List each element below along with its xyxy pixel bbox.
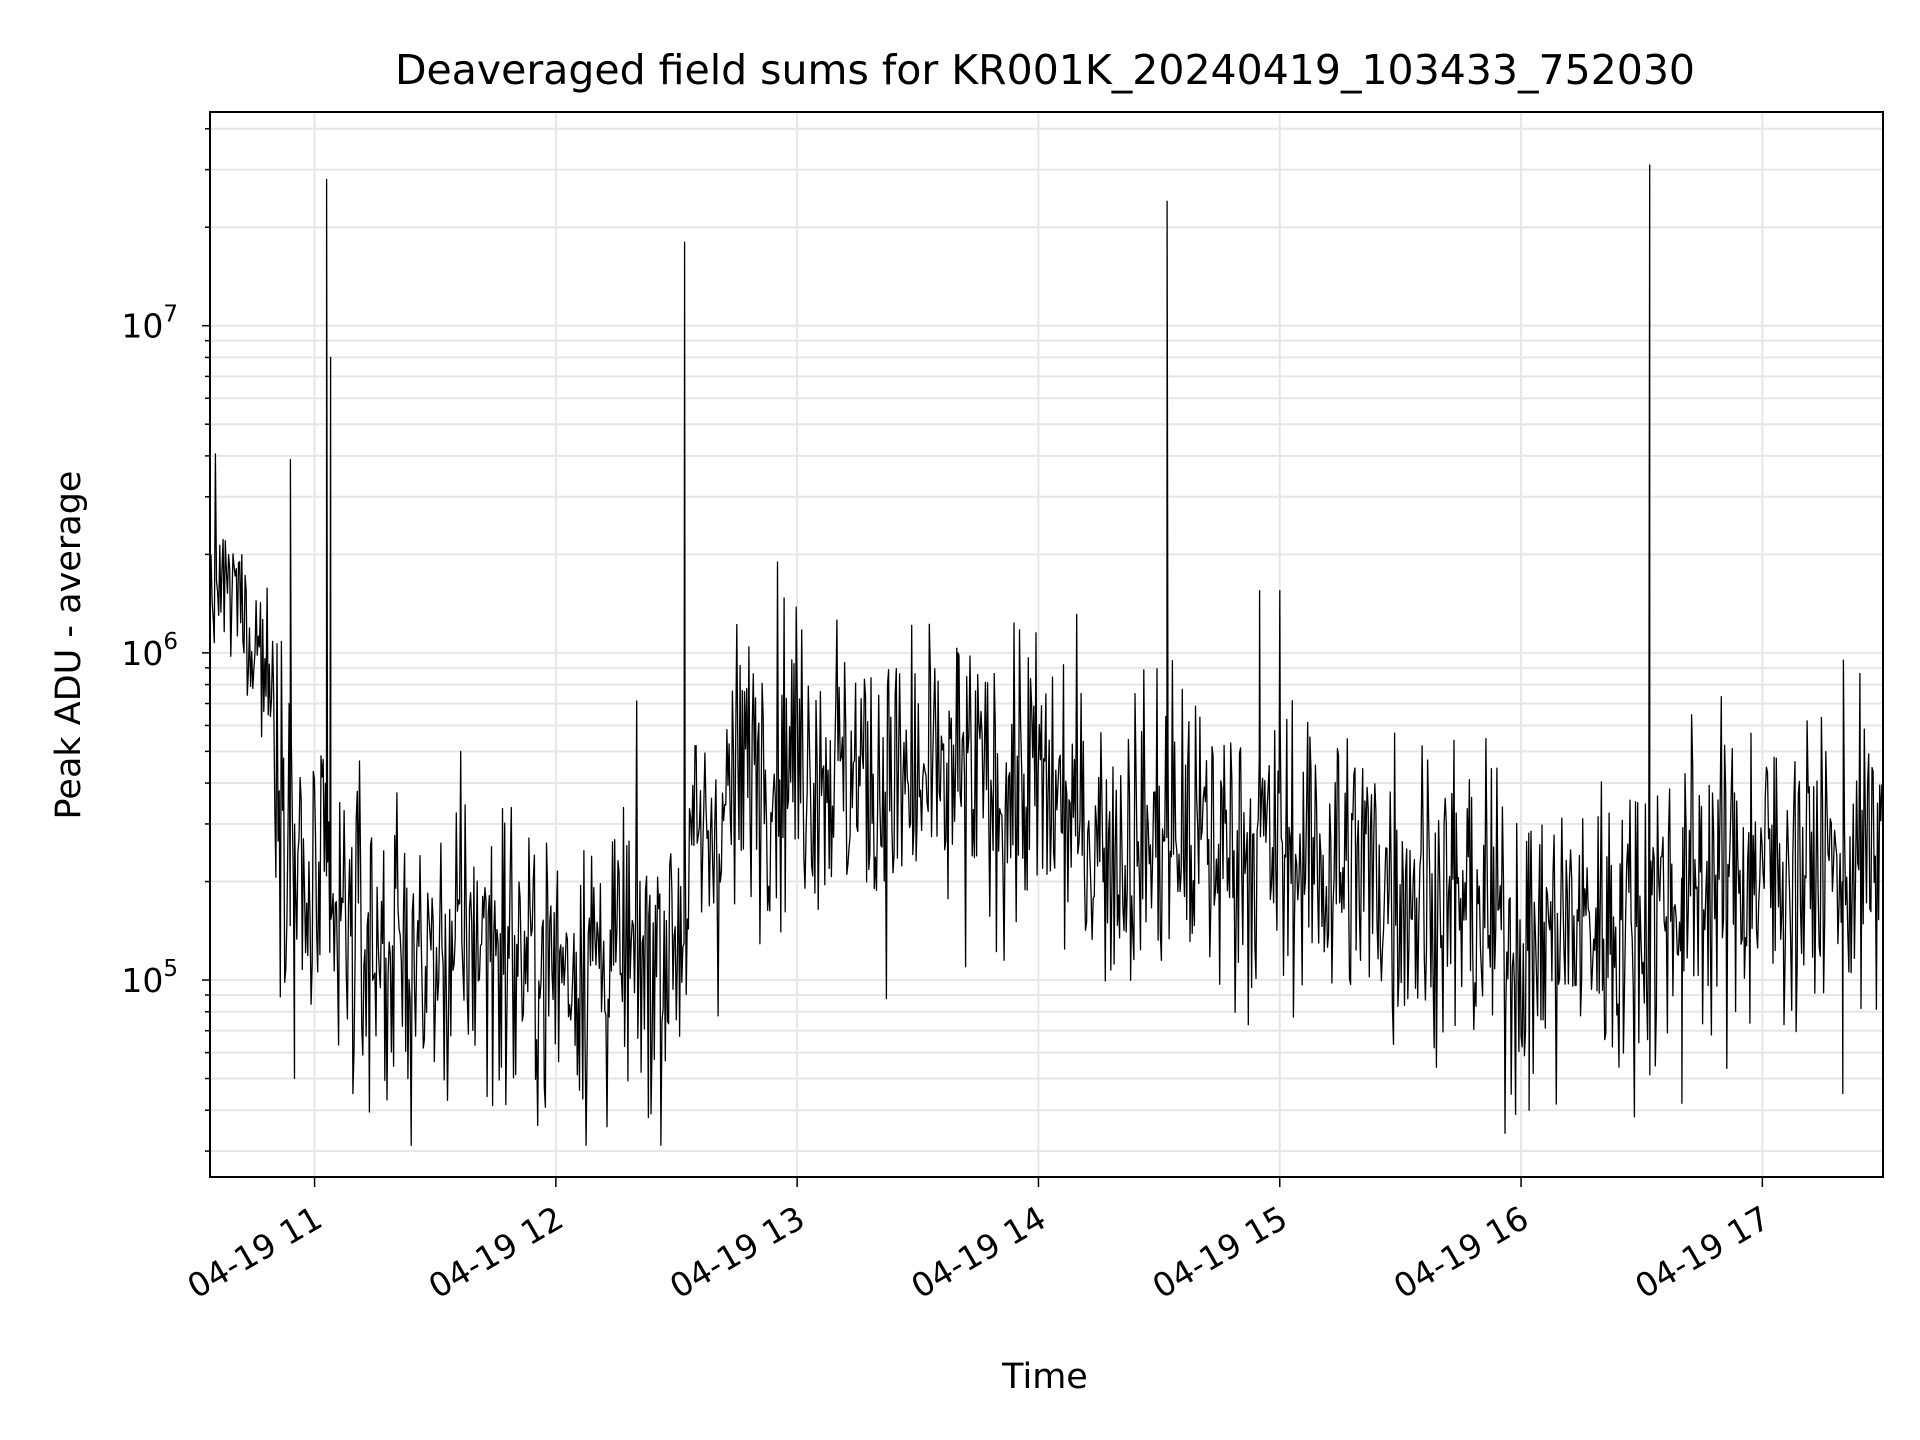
data-layer — [210, 164, 1883, 1146]
y-tick-label: 105 — [121, 956, 178, 1000]
chart-title: Deaveraged field sums for KR001K_2024041… — [395, 46, 1695, 94]
y-tick-label: 106 — [121, 629, 178, 673]
x-axis-label: Time — [1001, 1357, 1088, 1397]
plot-frame — [209, 111, 1884, 1178]
y-tick-label: 107 — [121, 302, 178, 346]
series-line — [210, 164, 1883, 1146]
y-axis-label: Peak ADU - average — [49, 471, 89, 820]
